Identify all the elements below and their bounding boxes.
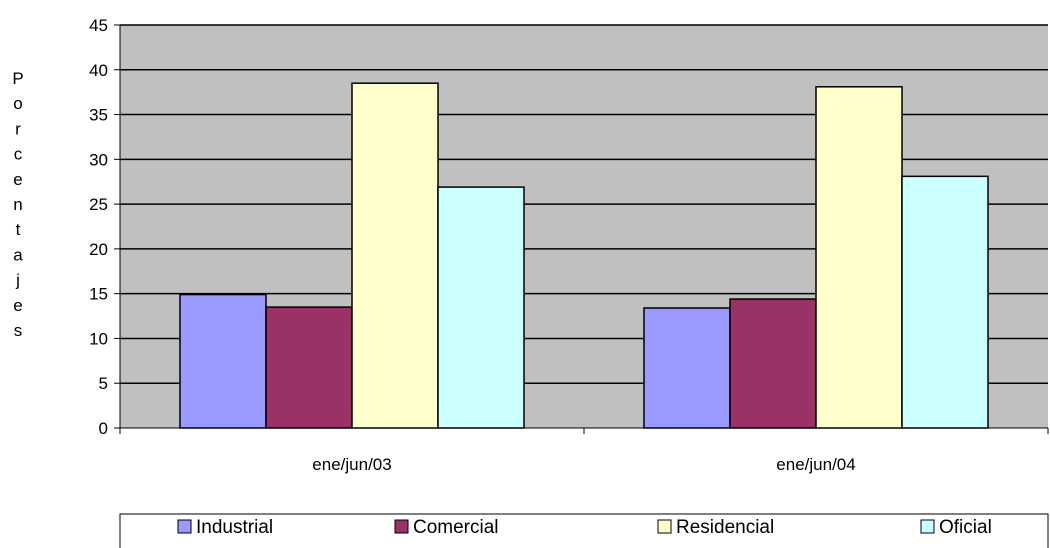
y-axis-label-letter: P <box>12 69 23 88</box>
y-tick-label: 45 <box>89 16 108 35</box>
legend-swatch <box>394 519 409 534</box>
bars <box>179 82 989 429</box>
y-axis-label-letter: n <box>13 195 22 214</box>
y-tick-label: 0 <box>99 419 108 438</box>
y-axis-label-letter: e <box>13 296 22 315</box>
y-tick-label: 5 <box>99 374 108 393</box>
axes <box>114 24 1049 434</box>
bar-industrial <box>643 307 731 429</box>
bar-industrial <box>179 293 267 429</box>
legend-box <box>119 513 1049 548</box>
y-tick-label: 30 <box>89 150 108 169</box>
y-tick-label: 20 <box>89 240 108 259</box>
y-tick-label: 15 <box>89 285 108 304</box>
x-tick-label: ene/jun/04 <box>776 455 855 474</box>
bar-residencial <box>815 86 903 429</box>
legend-swatch <box>177 519 192 534</box>
bar-oficial <box>437 186 525 429</box>
legend-label: Residencial <box>676 517 774 538</box>
y-axis-label-letter: r <box>15 119 21 138</box>
x-tick-labels: ene/jun/03 ene/jun/04 <box>312 455 855 474</box>
y-tick-label: 40 <box>89 61 108 80</box>
y-axis-label-letter: a <box>13 245 23 264</box>
bar-residencial <box>351 82 439 429</box>
y-tick-label: 35 <box>89 106 108 125</box>
bar-oficial <box>901 175 989 429</box>
y-axis-label-letter: o <box>13 94 22 113</box>
y-axis-label-letter: s <box>14 321 23 340</box>
y-tick-label: 25 <box>89 195 108 214</box>
legend: Industrial Comercial Residencial Oficial <box>119 513 1049 548</box>
y-tick-labels: 0 5 10 15 20 25 30 35 40 45 <box>89 16 108 438</box>
y-axis-label-letter: t <box>16 220 21 239</box>
legend-label: Comercial <box>413 517 499 538</box>
legend-swatch <box>920 519 935 534</box>
y-axis-label-letter: c <box>14 145 23 164</box>
legend-label: Industrial <box>196 517 273 538</box>
bar-comercial <box>265 306 353 429</box>
y-axis-label-letter: j <box>15 271 20 290</box>
legend-swatch <box>657 519 672 534</box>
y-axis-label-letter: e <box>13 170 22 189</box>
bar-comercial <box>729 298 817 429</box>
legend-label: Oficial <box>939 517 992 538</box>
y-tick-label: 10 <box>89 329 108 348</box>
x-tick-label: ene/jun/03 <box>312 455 391 474</box>
